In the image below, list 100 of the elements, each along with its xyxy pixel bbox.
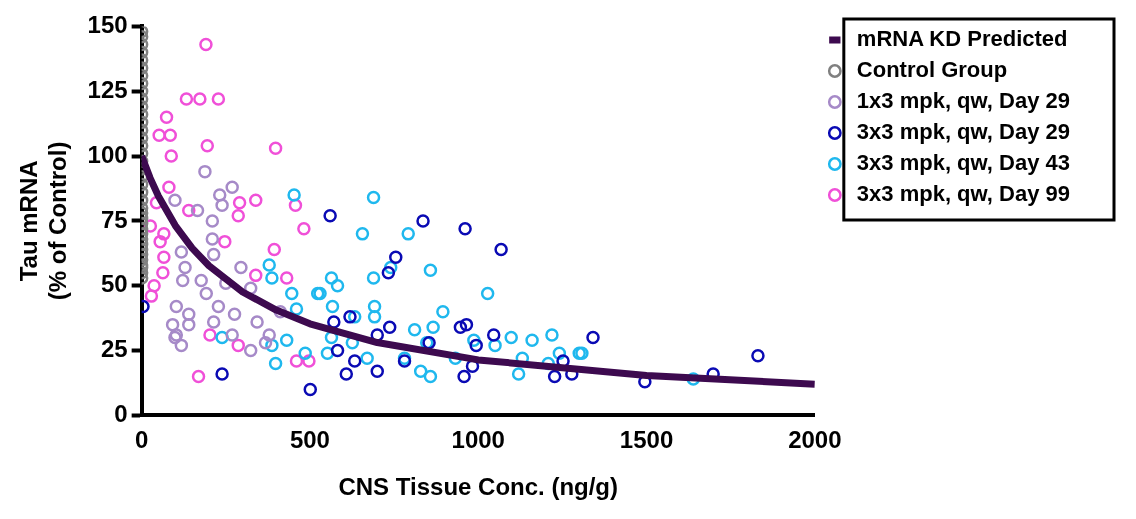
point [203,328,217,342]
point [199,37,213,52]
point [165,317,180,332]
point [231,208,245,223]
legend-label: 1x3 mpk, qw, Day 29 [856,88,1071,114]
point [206,247,221,262]
legend-label: 3x3 mpk, qw, Day 43 [856,150,1071,176]
point [231,338,245,353]
point [389,250,403,264]
y-axis-title: Tau mRNA (% of Control) [15,141,71,301]
point [303,382,318,397]
point [262,328,276,342]
point [147,278,161,293]
legend-label: mRNA KD Predicted [856,26,1068,52]
point [416,214,430,228]
legend-label: 3x3 mpk, qw, Day 29 [856,119,1071,145]
point [190,203,205,218]
point [206,315,221,329]
point [156,266,170,280]
point [182,307,196,322]
point [426,320,440,334]
point [458,221,472,236]
point [545,328,559,342]
y-tick-label: 100 [87,140,128,168]
y-tick-label: 125 [87,75,128,103]
point [215,367,229,381]
point [258,336,273,350]
point [249,268,263,283]
point [234,260,248,275]
point [480,286,495,301]
point [227,307,242,322]
point [218,234,232,249]
point [367,310,382,324]
point [200,138,215,153]
point [289,302,304,316]
point [381,266,396,280]
point [199,286,214,301]
point [162,180,176,194]
point [232,196,247,210]
point [401,227,415,241]
point [339,367,354,381]
point [370,364,385,379]
y-tick-label: 0 [114,400,128,428]
point [547,369,562,384]
x-axis-title: CNS Tissue Conc. (ng/g) [338,473,619,501]
point [215,198,229,213]
point [407,323,422,337]
point [297,221,311,236]
point [324,271,339,285]
point [163,128,177,143]
point [174,245,189,259]
legend-label: 3x3 mpk, qw, Day 99 [856,181,1071,207]
point [323,208,337,223]
point [423,263,438,277]
point [330,343,345,358]
point [262,258,276,272]
point [268,141,283,156]
point [525,333,539,347]
point [182,317,196,332]
y-tick-label: 50 [100,270,128,298]
point [194,273,208,288]
x-tick-label: 500 [289,426,330,454]
point [287,188,301,202]
point [268,356,283,371]
point [225,328,239,342]
point [243,343,258,358]
x-tick-label: 1000 [451,426,505,454]
point [511,367,526,381]
point [144,289,159,303]
point [211,92,226,106]
point [436,304,450,319]
point [249,193,263,207]
point [360,351,374,366]
point [347,354,362,368]
point [178,260,192,275]
point [267,242,282,257]
point [168,193,182,207]
point [250,315,264,329]
point [175,273,190,288]
point [367,299,382,314]
point [366,271,381,285]
point [494,242,508,257]
point [366,190,381,205]
point [164,149,179,163]
legend-label: Control Group [856,57,1008,83]
point [212,188,227,202]
point [169,299,184,314]
point [153,234,167,249]
point [279,333,294,347]
point [191,369,206,384]
point [504,330,518,345]
point [355,227,370,241]
y-tick-label: 25 [100,335,128,363]
point [159,110,174,124]
point [330,278,345,293]
point [469,338,483,353]
point [423,369,438,384]
point [325,299,340,314]
point [174,338,189,353]
point [285,286,299,301]
